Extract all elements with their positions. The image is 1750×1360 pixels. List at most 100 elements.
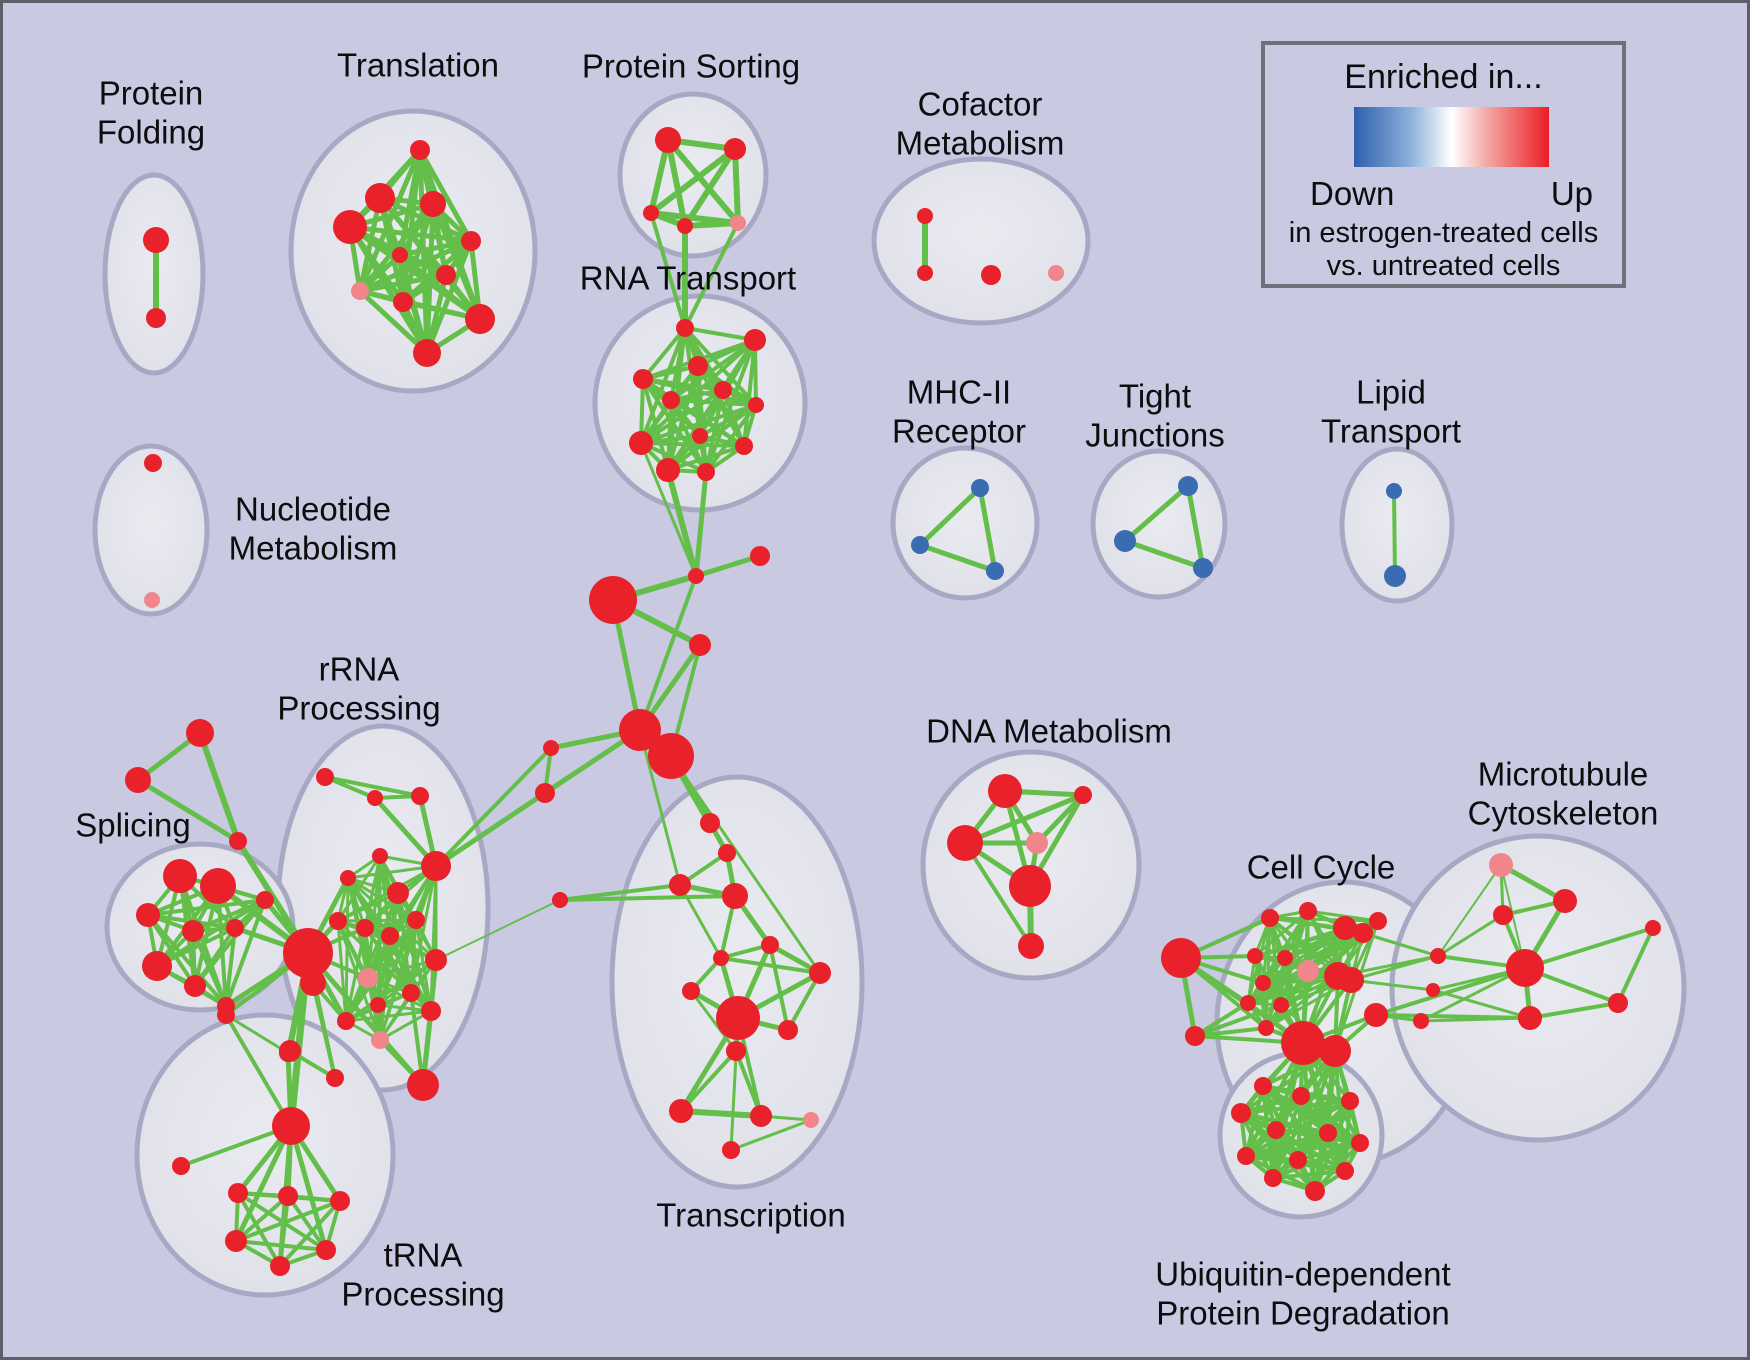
edge xyxy=(1253,909,1310,958)
node xyxy=(316,1240,336,1260)
node xyxy=(1009,865,1051,907)
cluster-transcription-label: Transcription xyxy=(656,1197,846,1234)
edge xyxy=(347,224,474,244)
node xyxy=(330,1191,350,1211)
edge xyxy=(429,864,438,1013)
edge xyxy=(666,444,746,472)
cluster-microtubule-cytoskeleton-label: Microtubule Cytoskeleton xyxy=(1468,756,1659,832)
node xyxy=(387,882,409,904)
edge xyxy=(278,1194,290,1268)
edge xyxy=(146,898,267,917)
node xyxy=(125,767,151,793)
node xyxy=(337,1012,355,1030)
edge xyxy=(682,146,738,229)
node xyxy=(329,912,347,930)
edge xyxy=(768,943,790,1032)
node xyxy=(714,381,732,399)
edge xyxy=(236,1191,282,1268)
edge xyxy=(729,1118,813,1152)
cluster-cofactor-metabolism-ellipse xyxy=(871,156,1091,326)
node xyxy=(1319,1035,1351,1067)
node xyxy=(1506,949,1544,987)
node xyxy=(716,996,760,1040)
node xyxy=(1353,923,1373,943)
node xyxy=(381,927,399,945)
node xyxy=(688,568,704,584)
edge xyxy=(234,1239,328,1252)
node xyxy=(1185,1026,1205,1046)
node xyxy=(1426,983,1440,997)
node xyxy=(421,851,451,881)
node xyxy=(407,1069,439,1101)
node xyxy=(340,870,356,886)
edge xyxy=(224,898,267,1008)
node xyxy=(279,1044,297,1062)
node xyxy=(677,218,693,234)
edge xyxy=(417,147,474,244)
node xyxy=(1114,530,1136,552)
node xyxy=(1255,975,1271,991)
edge xyxy=(179,1124,293,1168)
node xyxy=(1074,786,1092,804)
node xyxy=(1026,832,1048,854)
edge xyxy=(679,1049,738,1113)
edge xyxy=(347,224,430,356)
edge xyxy=(1498,862,1568,904)
node xyxy=(370,997,386,1013)
cluster-lipid-transport-ellipse xyxy=(1339,446,1455,604)
edge xyxy=(669,754,822,975)
edge xyxy=(1349,978,1435,992)
cluster-cell-cycle-label: Cell Cycle xyxy=(1247,849,1396,886)
edge xyxy=(682,220,741,229)
edge xyxy=(344,958,438,1023)
node xyxy=(365,183,395,213)
cluster-dna-metabolism-label: DNA Metabolism xyxy=(926,713,1172,750)
edge xyxy=(1419,966,1527,1023)
edge xyxy=(917,485,983,548)
edge xyxy=(683,326,757,342)
node xyxy=(1267,1121,1285,1139)
edge xyxy=(729,1016,740,1152)
node xyxy=(333,210,367,244)
node xyxy=(316,768,334,786)
node xyxy=(372,848,388,864)
node xyxy=(722,883,748,909)
node xyxy=(1364,1003,1388,1027)
edge xyxy=(1436,913,1505,958)
node xyxy=(186,719,214,747)
node xyxy=(1341,1092,1359,1110)
node xyxy=(283,928,333,978)
edge xyxy=(638,728,682,887)
edge xyxy=(1374,966,1527,1017)
node xyxy=(1178,476,1198,496)
legend-down-label: Down xyxy=(1310,175,1395,212)
node xyxy=(326,1069,344,1087)
node xyxy=(436,265,456,285)
node xyxy=(1384,565,1406,587)
legend-gradient-bar xyxy=(1354,107,1549,167)
node xyxy=(1336,1162,1354,1180)
legend-caption-line2: vs. untreated cells xyxy=(1326,250,1561,282)
node xyxy=(1297,960,1319,982)
cluster-protein-folding-label: Protein Folding xyxy=(97,75,205,151)
node xyxy=(142,951,172,981)
node xyxy=(1369,912,1387,930)
node xyxy=(1430,948,1446,964)
edge xyxy=(311,981,337,1080)
edge xyxy=(649,211,687,330)
node xyxy=(1261,909,1279,927)
node xyxy=(750,1105,772,1127)
edge xyxy=(414,918,433,1013)
edge xyxy=(1034,792,1086,846)
edge xyxy=(1271,1141,1362,1180)
edge xyxy=(977,485,998,574)
node xyxy=(1386,483,1402,499)
edge xyxy=(648,146,738,216)
edge xyxy=(678,1108,764,1119)
node xyxy=(669,874,691,896)
nodes-layer xyxy=(125,127,1661,1276)
node xyxy=(1254,1077,1272,1095)
edge xyxy=(641,377,708,474)
cluster-protein-sorting-label: Protein Sorting xyxy=(582,48,800,85)
